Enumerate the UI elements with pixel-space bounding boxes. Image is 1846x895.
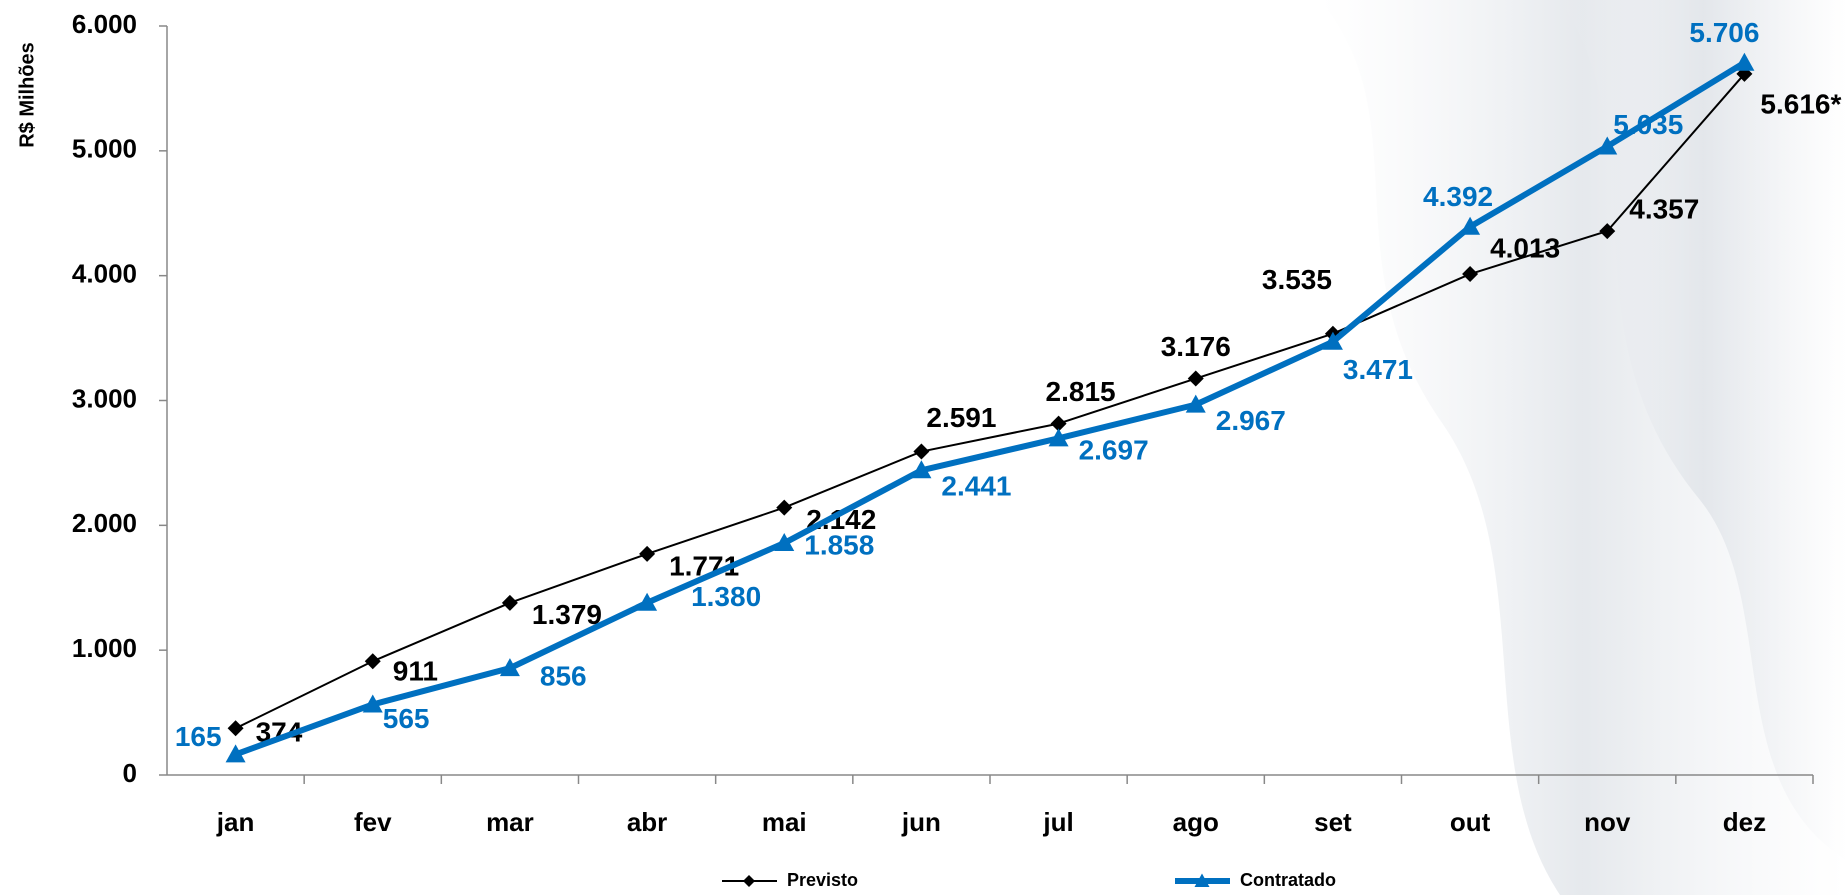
y-tick-label: 1.000 [72, 633, 137, 663]
y-tick-label: 5.000 [72, 134, 137, 164]
data-marker [1048, 428, 1069, 447]
data-label: 5.035 [1613, 109, 1683, 140]
data-marker [499, 658, 520, 677]
background-swirl [1560, 0, 1846, 860]
data-marker [1734, 52, 1755, 71]
x-tick-label: abr [627, 807, 667, 837]
data-marker [1322, 331, 1343, 350]
data-marker [911, 460, 932, 479]
legend-marker [743, 875, 755, 887]
x-tick-label: mai [762, 807, 807, 837]
x-tick-label: jan [216, 807, 255, 837]
data-marker [227, 720, 244, 737]
data-marker [362, 694, 383, 713]
data-label: 1.379 [532, 599, 602, 630]
data-label: 1.858 [804, 529, 874, 560]
data-label: 2.441 [941, 471, 1011, 502]
data-label: 2.591 [926, 402, 996, 433]
data-label: 2.142 [806, 504, 876, 535]
data-marker [637, 592, 658, 611]
plot-area: 0 1.000 2.000 3.000 4.000 5.000 6.000 jan fev mar… [72, 9, 1842, 890]
x-tick-label: out [1450, 807, 1491, 837]
data-marker [1187, 370, 1204, 387]
series-line [234, 60, 1746, 758]
data-marker [913, 443, 930, 460]
data-marker [1462, 266, 1479, 283]
data-marker [776, 499, 793, 516]
data-label: 2.815 [1046, 376, 1116, 407]
data-label: 3.535 [1262, 264, 1332, 295]
data-marker [1185, 394, 1206, 413]
legend-label: Contratado [1240, 870, 1336, 890]
data-label: 911 [393, 656, 438, 687]
data-marker [774, 533, 795, 552]
x-tick-label: dez [1723, 807, 1766, 837]
data-label: 3.471 [1343, 354, 1413, 385]
data-label: 565 [383, 703, 430, 734]
x-tick-label: ago [1173, 807, 1219, 837]
x-tick-label: fev [354, 807, 392, 837]
y-tick-label: 4.000 [72, 259, 137, 289]
data-label: 4.392 [1423, 181, 1493, 212]
series-line [235, 73, 1746, 730]
data-label: 165 [175, 721, 222, 752]
x-tick-label: jul [1042, 807, 1073, 837]
data-label: 4.013 [1490, 232, 1560, 263]
legend-marker [1194, 873, 1210, 887]
data-marker [1460, 216, 1481, 235]
data-label: 2.697 [1079, 435, 1149, 466]
y-axis-label: R$ Milhões [16, 42, 38, 148]
x-tick-label: mar [486, 807, 534, 837]
y-tick-label: 2.000 [72, 508, 137, 538]
data-marker [501, 594, 518, 611]
x-tick-label: jun [901, 807, 941, 837]
data-marker [225, 744, 246, 763]
data-marker [1597, 136, 1618, 155]
data-label: 856 [540, 661, 587, 692]
y-tick-label: 6.000 [72, 9, 137, 39]
data-marker [364, 653, 381, 670]
data-marker [1050, 415, 1067, 432]
legend-label: Previsto [787, 870, 858, 890]
data-label: 1.380 [691, 581, 761, 612]
x-tick-label: nov [1584, 807, 1631, 837]
data-label: 2.967 [1216, 405, 1286, 436]
data-label: 4.357 [1629, 193, 1699, 224]
data-label: 5.616* [1760, 88, 1841, 119]
data-marker [639, 545, 656, 562]
data-label: 3.176 [1161, 331, 1231, 362]
y-tick-label: 3.000 [72, 383, 137, 413]
y-tick-label: 0 [123, 758, 137, 788]
x-tick-label: set [1314, 807, 1352, 837]
data-label: 5.706 [1689, 17, 1759, 48]
data-marker [1599, 223, 1616, 240]
